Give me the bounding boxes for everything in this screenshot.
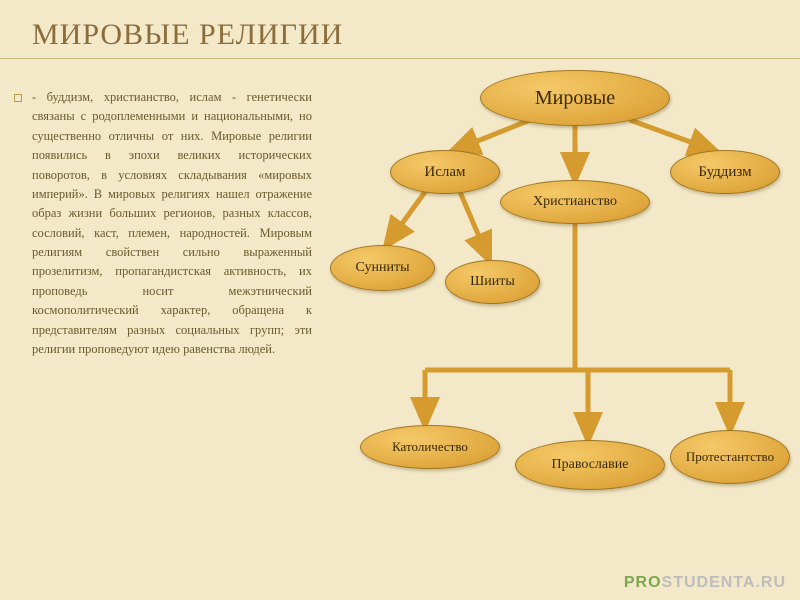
node-christ: Христианство <box>500 180 650 224</box>
node-budd: Буддизм <box>670 150 780 194</box>
watermark: PROSTUDENTA.RU <box>624 574 786 592</box>
node-islam: Ислам <box>390 150 500 194</box>
node-root: Мировые <box>480 70 670 126</box>
religion-tree-diagram: Мировые ИсламХристианство Буддизм СуннитыШи… <box>330 70 790 530</box>
node-sunni: Сунниты <box>330 245 435 291</box>
node-cath: Католичество <box>360 425 500 469</box>
node-orth: Православие <box>515 440 665 490</box>
slide-title: МИРОВЫЕ РЕЛИГИИ <box>32 18 343 52</box>
node-shia: Шииты <box>445 260 540 304</box>
watermark-rest: STUDENTA.RU <box>662 574 786 591</box>
node-prot: Протестантство <box>670 430 790 484</box>
watermark-pro: PRO <box>624 574 662 591</box>
title-underline <box>0 58 800 59</box>
bullet-icon <box>14 94 22 102</box>
body-paragraph: - буддизм, христианство, ислам - генетич… <box>32 88 312 359</box>
